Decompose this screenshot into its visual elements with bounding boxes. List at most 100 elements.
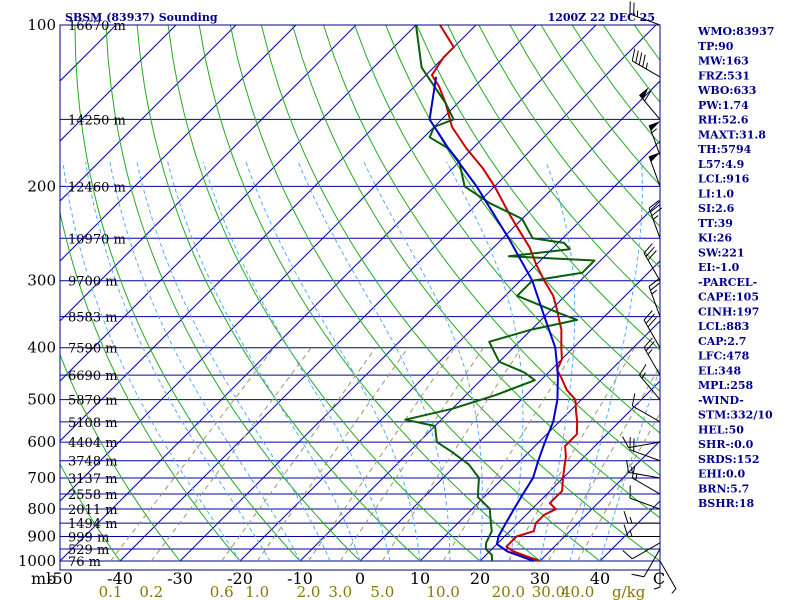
wind-barb [643, 243, 661, 281]
moist-adiabat-line [569, 161, 643, 562]
moist-adiabat-line [109, 161, 301, 562]
wind-barb-shaft [648, 125, 661, 156]
sounding-index-text: SRDS:152 [698, 453, 760, 466]
wind-barb-half-flag [647, 349, 653, 355]
wind-barb-flag [638, 52, 643, 66]
wind-barb-flag [645, 313, 655, 324]
sounding-index-text: MW:163 [698, 55, 749, 68]
wind-barb [639, 364, 661, 400]
temperature-tick-label: 0 [355, 569, 365, 588]
wind-barb [623, 511, 660, 524]
station-title: SBSM (83937) Sounding [65, 11, 218, 24]
mixing-ratio-line [548, 365, 660, 562]
wind-barb [622, 542, 661, 560]
sounding-index-text: STM:332/10 [698, 409, 773, 422]
sounding-index-text: SI:2.6 [698, 202, 735, 215]
wind-barb-shaft [632, 405, 661, 423]
wind-barb-shaft [659, 560, 677, 589]
dry-adiabat-line [74, 25, 301, 562]
mixing-ratio-tick-label: 5.0 [370, 583, 394, 600]
dry-adiabat-line [447, 25, 660, 310]
height-level-label: 76 m [68, 555, 101, 570]
wind-barb-flag [631, 573, 645, 578]
dry-adiabat-line [260, 25, 660, 562]
mixing-ratio-tick-label: 0.2 [139, 583, 163, 600]
sounding-index-text: LI:1.0 [698, 187, 734, 200]
height-level-label: 1494 m [68, 517, 118, 532]
isotherm-line [60, 25, 537, 502]
sounding-index-text: -PARCEL- [698, 276, 757, 289]
mixing-ratio-line [308, 347, 456, 562]
wind-barb-flag [643, 337, 653, 348]
temperature-tick-label: 10 [410, 569, 430, 588]
wind-barb [629, 1, 661, 26]
dry-adiabat-line [354, 25, 660, 434]
height-level-label: 7590 m [68, 342, 118, 357]
wind-barb-flag [631, 48, 636, 62]
moist-adiabat-line [136, 161, 331, 562]
wind-barb-flag [647, 250, 657, 261]
wind-barb-flag [650, 282, 661, 291]
height-level-label: 6690 m [68, 369, 118, 384]
pressure-unit-label: mb [31, 569, 56, 588]
height-level-label: 12460 m [68, 180, 126, 195]
mixing-ratio-line [381, 347, 522, 562]
pressure-tick-label: 600 [27, 433, 56, 451]
dry-adiabat-line [292, 25, 660, 519]
isotherm-line [60, 25, 297, 262]
wind-barb-flag [643, 243, 653, 254]
temperature-tick-label: -10 [287, 569, 313, 588]
sounding-index-text: KI:26 [698, 232, 732, 245]
dry-adiabat-line [478, 25, 660, 269]
moist-adiabat-line [599, 365, 660, 562]
sounding-index-text: TT:39 [698, 217, 733, 230]
sounding-index-text: CAP:2.7 [698, 335, 746, 348]
sounding-index-text: HEL:50 [698, 423, 744, 436]
wind-barb-shaft [643, 319, 661, 348]
wind-barb [643, 337, 661, 376]
mixing-ratio-tick-label: 30.0 [532, 583, 565, 600]
wind-barb-flag [643, 310, 653, 321]
moist-adiabat-line [446, 161, 524, 562]
isotherm-line [479, 380, 660, 562]
dry-adiabat-line [167, 25, 481, 562]
wind-barb-half-flag [651, 289, 658, 295]
height-level-label: 3748 m [68, 455, 118, 470]
mixing-ratio-tick-label: 20.0 [492, 583, 525, 600]
wind-barb-half-flag [631, 466, 633, 474]
wind-barb-flag [647, 317, 657, 328]
isotherm-line [60, 25, 597, 562]
wind-barb-flag [631, 393, 636, 406]
wind-barb-shaft [629, 449, 661, 462]
parcel-profile [428, 76, 559, 562]
wind-barb-shaft [628, 441, 661, 449]
height-level-label: 999 m [68, 530, 109, 545]
height-level-label: 2558 m [68, 488, 118, 503]
isotherm-line [60, 25, 417, 382]
wind-barb-shaft [632, 542, 661, 560]
mixing-ratio-line [442, 347, 577, 562]
sounding-index-text: SHR-:0.0 [698, 438, 754, 451]
sounding-index-text: MPL:258 [698, 379, 754, 392]
isotherm-line [239, 140, 660, 562]
mixing-ratio-unit-label: g/kg [612, 583, 646, 600]
sounding-index-text: TH:5794 [698, 143, 752, 156]
isotherm-line [539, 440, 660, 562]
pressure-tick-label: 700 [27, 469, 56, 487]
sounding-index-text: EHI:0.0 [698, 468, 745, 481]
wind-barb [631, 393, 661, 423]
height-level-label: 8583 m [68, 311, 118, 326]
isotherm-line [60, 25, 477, 442]
sounding-index-text: MAXT:31.8 [698, 128, 766, 141]
wind-barb-flag [623, 524, 629, 537]
temperature-profile [430, 25, 579, 562]
wind-barb-half-flag [629, 530, 633, 537]
wind-barb [631, 465, 661, 495]
wind-barb-shaft [639, 374, 661, 400]
wind-barb-flag [626, 459, 629, 473]
sounding-index-text: -WIND- [698, 394, 744, 407]
mixing-ratio-line [221, 347, 377, 562]
sounding-index-text: CAPE:105 [698, 291, 759, 304]
